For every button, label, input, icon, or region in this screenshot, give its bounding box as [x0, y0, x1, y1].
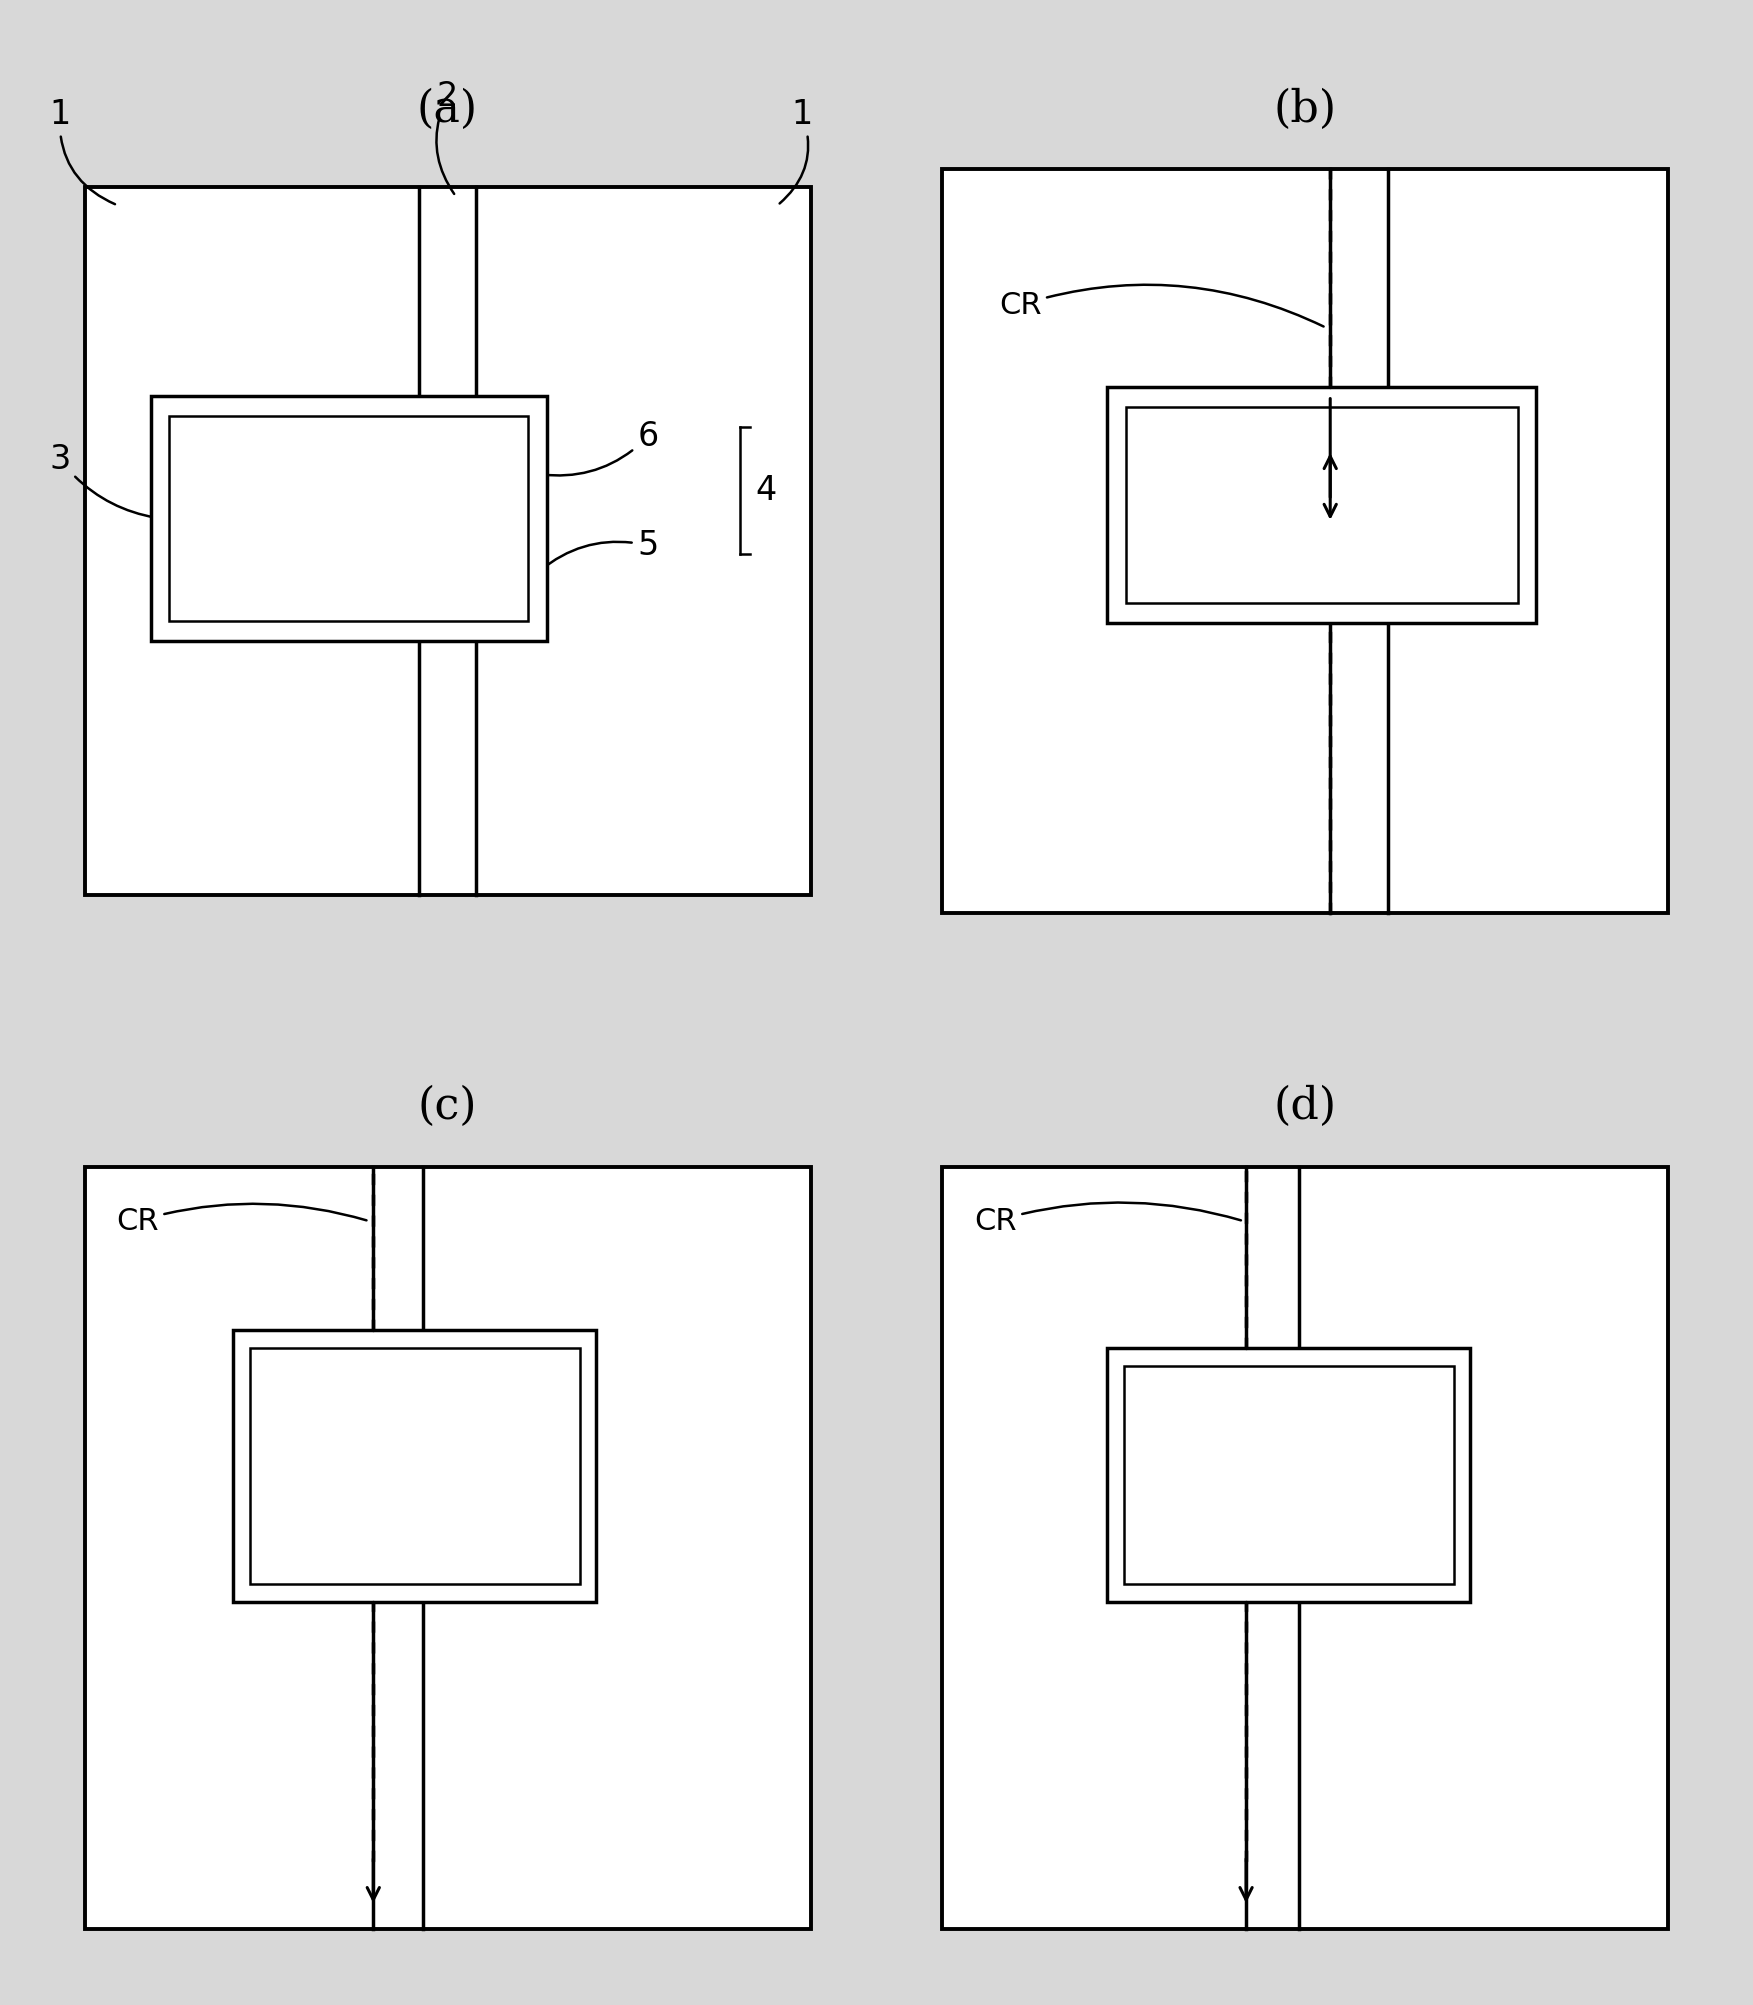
Bar: [84, 1167, 810, 1929]
Bar: [1108, 387, 1536, 622]
Text: (a): (a): [417, 88, 479, 130]
Bar: [1108, 1347, 1471, 1602]
Text: CR: CR: [116, 1203, 366, 1235]
Text: 2: 2: [436, 80, 458, 194]
Bar: [168, 415, 528, 622]
Text: (d): (d): [1274, 1085, 1338, 1129]
Bar: [151, 395, 547, 642]
Bar: [233, 1329, 596, 1602]
Bar: [249, 1347, 580, 1584]
Bar: [1125, 407, 1518, 604]
Text: 4: 4: [756, 475, 777, 507]
Text: 1: 1: [49, 98, 116, 205]
Bar: [943, 1167, 1669, 1929]
Text: CR: CR: [975, 1203, 1241, 1235]
Text: 3: 3: [49, 443, 156, 517]
Text: 1: 1: [780, 98, 813, 203]
Bar: [84, 186, 810, 894]
Text: 5: 5: [540, 529, 659, 569]
Text: (b): (b): [1274, 88, 1338, 130]
Text: CR: CR: [999, 285, 1324, 327]
Text: (c): (c): [417, 1085, 477, 1129]
Bar: [1124, 1365, 1453, 1584]
Bar: [943, 168, 1669, 912]
Text: 6: 6: [542, 421, 659, 475]
